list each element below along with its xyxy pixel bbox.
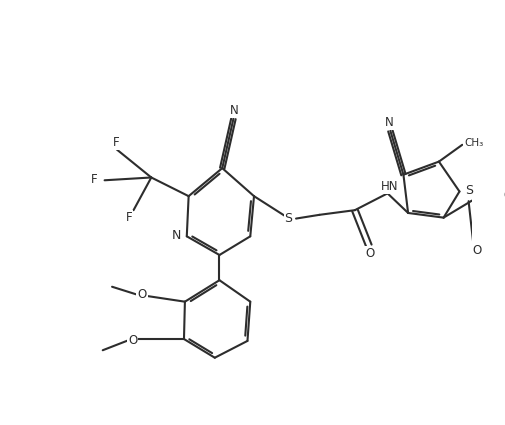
Text: O: O [365,246,374,260]
Text: CH₃: CH₃ [464,138,484,148]
Text: F: F [126,211,132,224]
Text: N: N [172,229,181,242]
Text: O: O [473,244,482,257]
Text: O: O [503,189,505,202]
Text: HN: HN [381,180,398,193]
Text: O: O [137,288,146,301]
Text: F: F [91,173,97,186]
Text: S: S [465,184,473,197]
Text: N: N [385,116,394,129]
Text: F: F [113,136,119,149]
Text: S: S [285,212,292,225]
Text: O: O [128,334,137,347]
Text: N: N [230,104,239,117]
